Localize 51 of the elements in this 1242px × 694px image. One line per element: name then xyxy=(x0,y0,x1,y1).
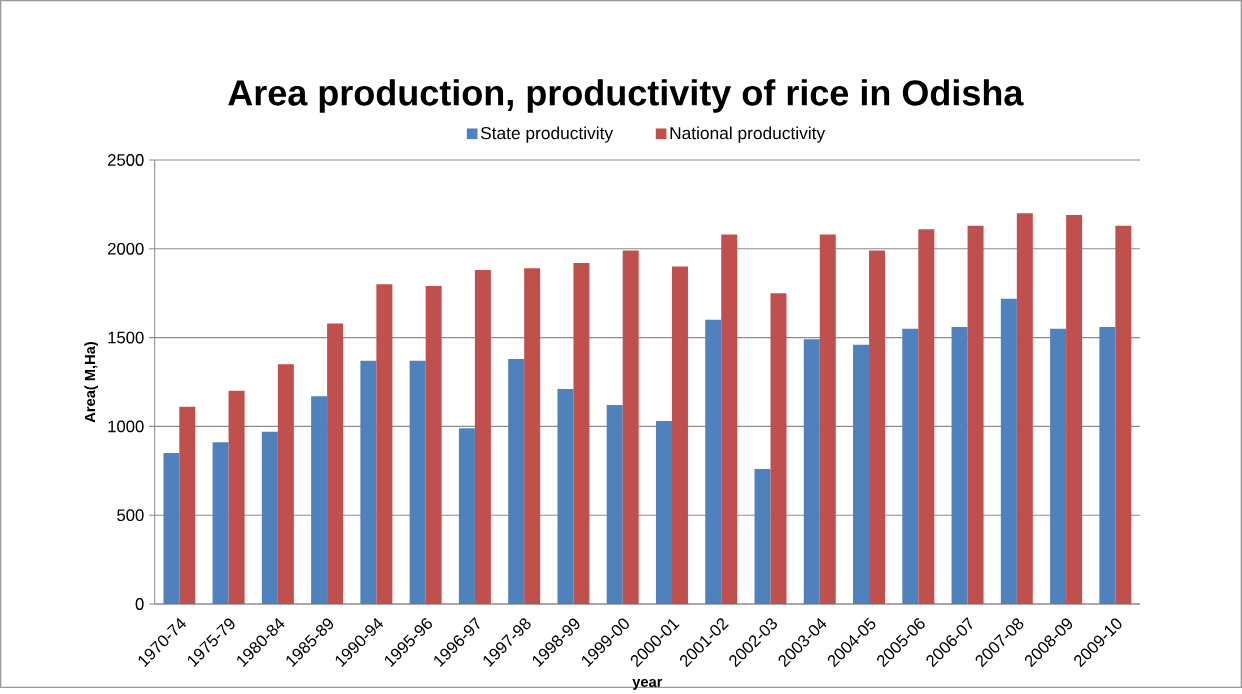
bar xyxy=(409,360,426,604)
bar xyxy=(951,326,968,604)
bar xyxy=(770,293,787,604)
bar xyxy=(524,268,541,604)
legend-label: National productivity xyxy=(670,126,826,143)
y-tick-label: 2000 xyxy=(108,242,144,255)
y-tick-label: 1500 xyxy=(108,331,144,344)
bar xyxy=(573,262,590,604)
bar xyxy=(655,420,672,604)
y-tick-label: 1000 xyxy=(108,420,144,433)
bar xyxy=(228,390,245,604)
bar xyxy=(179,406,196,604)
bar xyxy=(918,229,935,604)
bar xyxy=(557,388,574,604)
bar xyxy=(754,468,771,604)
chart-title: Area production, productivity of rice in Odisha xyxy=(228,79,1024,113)
legend-label: State productivity xyxy=(480,126,614,143)
y-tick-label: 0 xyxy=(135,597,144,610)
bar xyxy=(853,344,870,604)
bar xyxy=(508,358,525,604)
y-tick-label: 500 xyxy=(117,509,144,521)
bar xyxy=(803,339,820,604)
bar xyxy=(1115,225,1132,604)
y-tick-label: 2500 xyxy=(108,153,144,166)
bar xyxy=(425,285,442,604)
bar xyxy=(474,269,491,604)
bar xyxy=(606,404,623,604)
bar xyxy=(902,328,919,604)
y-axis-title: Area( M,Ha) xyxy=(84,341,99,423)
bar xyxy=(1000,298,1017,604)
bar xyxy=(360,360,377,604)
bar xyxy=(261,431,278,604)
bar xyxy=(967,225,984,604)
bar xyxy=(705,319,722,604)
bar xyxy=(311,396,328,604)
x-axis-title: year xyxy=(632,678,663,690)
bar xyxy=(1066,214,1083,604)
bar xyxy=(163,452,180,604)
bar xyxy=(869,250,886,604)
bar xyxy=(671,266,688,604)
bar xyxy=(458,428,475,604)
bar xyxy=(277,364,294,604)
bar xyxy=(1099,326,1116,604)
bar xyxy=(622,250,639,604)
bar xyxy=(721,234,738,604)
bar xyxy=(327,323,344,604)
bar xyxy=(1050,328,1067,604)
bar xyxy=(212,442,229,604)
bar xyxy=(1016,213,1033,604)
bar xyxy=(819,234,836,604)
bar xyxy=(376,284,393,604)
